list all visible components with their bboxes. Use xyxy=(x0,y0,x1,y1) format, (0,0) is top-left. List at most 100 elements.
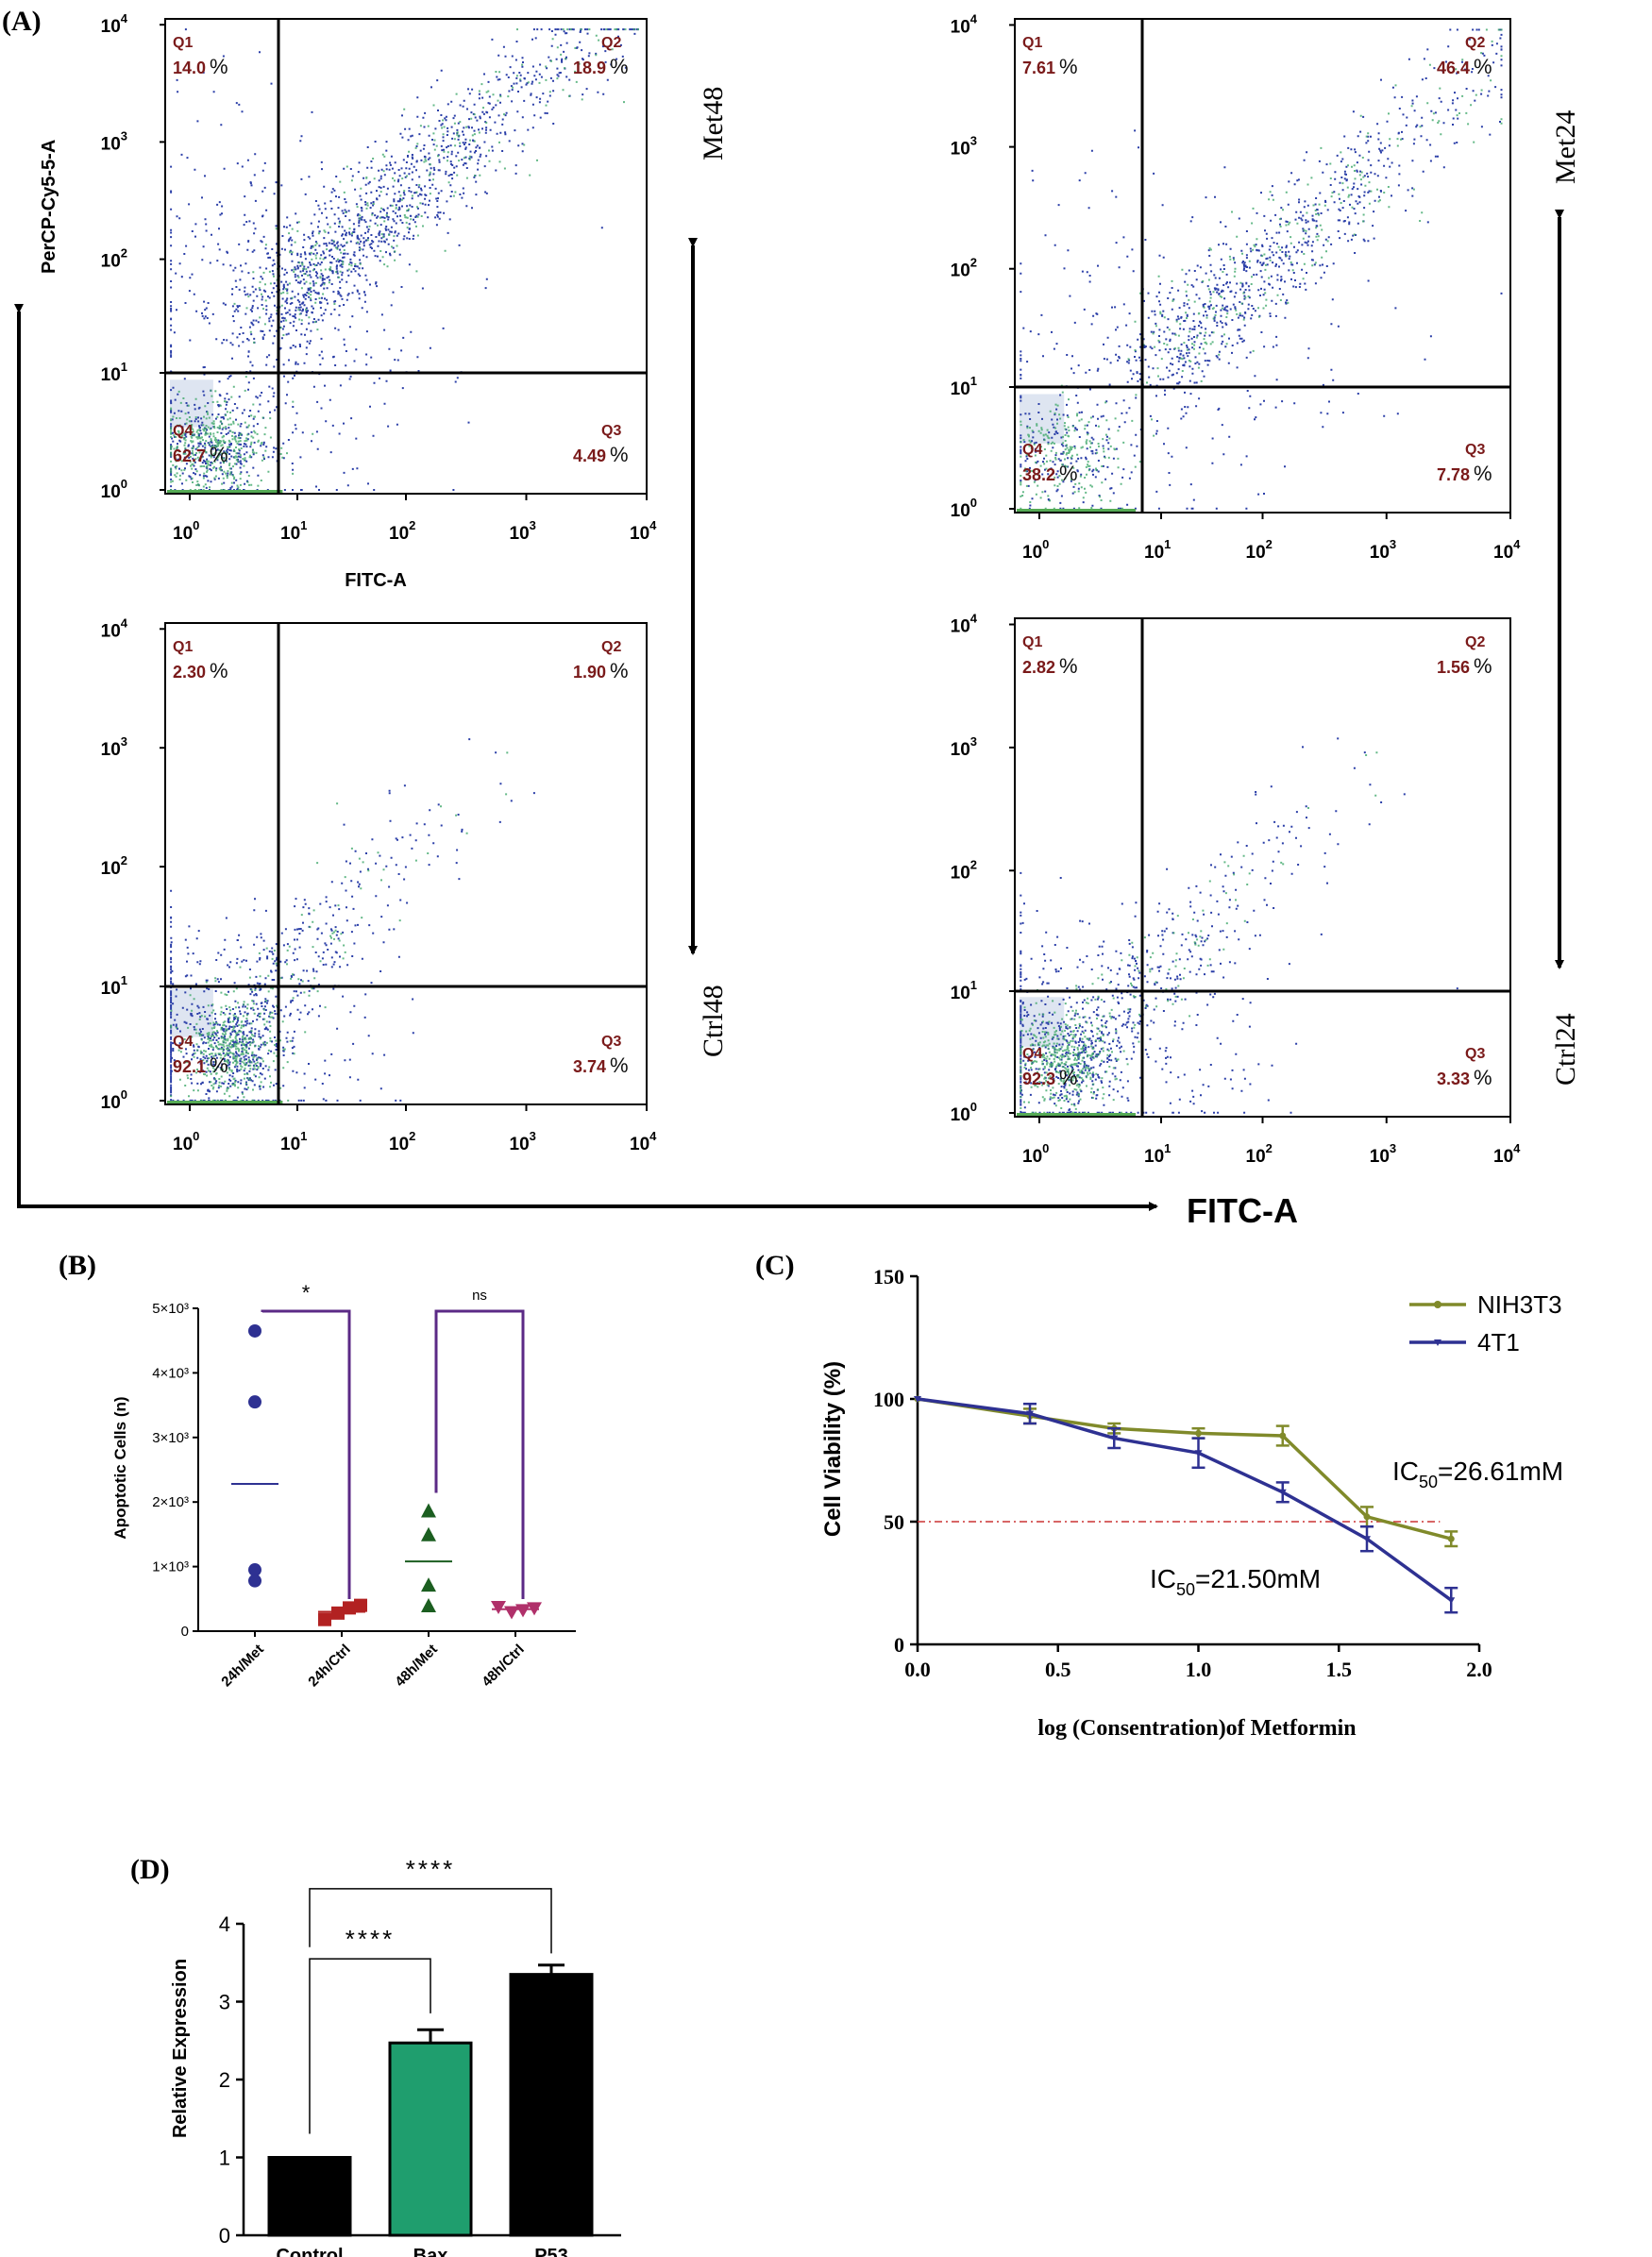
b-point xyxy=(421,1598,436,1613)
side-label-ctrl48: Ctrl48 xyxy=(698,985,729,1057)
baseline-strip xyxy=(167,1101,283,1103)
b-point xyxy=(248,1574,261,1588)
quadrant-name: Q1 xyxy=(173,639,193,655)
panel-c-label: (C) xyxy=(755,1250,795,1281)
tick-exponent: 0 xyxy=(970,496,977,510)
quadrant-percent: 3.74% xyxy=(573,1053,629,1077)
b-point xyxy=(248,1395,261,1409)
tick-exponent: 3 xyxy=(121,128,127,143)
percent-sign: % xyxy=(610,1053,629,1077)
c-x-tick-label: 1.5 xyxy=(1326,1658,1353,1681)
y-tick-label: 102 xyxy=(951,857,977,883)
quadrant-percent: 18.9% xyxy=(573,55,629,78)
q4-gate-shade xyxy=(170,379,213,428)
x-tick-label: 101 xyxy=(280,1129,307,1154)
d-bar xyxy=(509,1973,594,2237)
tick-exponent: 2 xyxy=(970,256,977,270)
quadrant-name: Q2 xyxy=(601,35,621,51)
quadrant-percent: 7.61% xyxy=(1022,55,1078,78)
d-significance: **** xyxy=(406,1855,455,1883)
x-tick-label: 101 xyxy=(1144,1141,1171,1167)
quadrant-percent: 7.78% xyxy=(1437,462,1492,485)
big-fitc-label: FITC-A xyxy=(1187,1191,1298,1230)
b-x-tick-label: 48h/Met xyxy=(392,1642,441,1691)
tick-exponent: 3 xyxy=(970,134,977,148)
percent-sign: % xyxy=(210,659,228,682)
quadrant-percent: 2.30% xyxy=(173,659,228,682)
tick-exponent: 2 xyxy=(121,246,127,261)
b-y-axis-label: Apoptotic Cells (n) xyxy=(111,1396,129,1539)
b-bracket xyxy=(434,1309,525,1600)
c-point xyxy=(1363,1513,1371,1521)
y-tick-label: 100 xyxy=(951,496,977,521)
b-point xyxy=(515,1604,531,1618)
quadrant-name: Q3 xyxy=(601,1034,621,1050)
d-y-tick-label: 0 xyxy=(219,2224,230,2248)
baseline-strip xyxy=(1017,509,1136,512)
tick-exponent: 1 xyxy=(121,360,127,374)
x-tick-label: 102 xyxy=(1246,537,1273,563)
quadrant-name: Q3 xyxy=(1465,1046,1485,1062)
b-point xyxy=(504,1606,519,1620)
quadrant-percent: 62.7% xyxy=(173,443,228,466)
quadrant-name: Q2 xyxy=(601,639,621,655)
quadrant-name: Q3 xyxy=(1465,442,1485,458)
y-tick-label: 102 xyxy=(951,256,977,281)
d-bracket xyxy=(309,1958,431,2134)
c-point xyxy=(1194,1450,1203,1457)
tick-exponent: 1 xyxy=(1164,1141,1171,1155)
tick-exponent: 3 xyxy=(530,1129,536,1143)
d-x-tick-label: Control xyxy=(276,2246,343,2257)
d-y-tick-label: 1 xyxy=(219,2147,230,2170)
b-significance: * xyxy=(302,1281,311,1305)
b-point xyxy=(421,1577,436,1592)
flow-y-axis-label: PerCP-Cy5-5-A xyxy=(39,140,59,274)
tick-exponent: 4 xyxy=(121,11,128,25)
tick-exponent: 1 xyxy=(121,973,127,987)
b-y-tick-label: 4×10³ xyxy=(152,1365,189,1381)
b-y-tick-label: 2×10³ xyxy=(152,1494,189,1510)
percent-sign: % xyxy=(1474,462,1492,485)
c-y-axis-label: Cell Viability (%) xyxy=(820,1361,846,1537)
b-bracket xyxy=(261,1309,351,1600)
y-tick-label: 102 xyxy=(101,246,127,272)
baseline-strip xyxy=(167,490,283,493)
x-tick-label: 102 xyxy=(389,1129,415,1154)
panel-b-label: (B) xyxy=(59,1250,96,1281)
quadrant-name: Q4 xyxy=(1022,1046,1042,1062)
side-label-ctrl24: Ctrl24 xyxy=(1550,1013,1581,1086)
tick-exponent: 1 xyxy=(970,374,977,388)
d-bar xyxy=(267,2156,352,2237)
c-point xyxy=(1278,1489,1287,1496)
b-point xyxy=(421,1503,436,1518)
panel-d-label: (D) xyxy=(130,1854,170,1885)
tick-exponent: 0 xyxy=(193,1129,199,1143)
x-tick-label: 104 xyxy=(1493,537,1521,563)
c-y-tick-label: 150 xyxy=(873,1265,904,1289)
c-legend-label: NIH3T3 xyxy=(1477,1290,1562,1319)
d-bar xyxy=(388,2041,473,2237)
y-tick-label: 103 xyxy=(951,134,977,160)
y-tick-label: 101 xyxy=(951,978,977,1003)
y-tick-label: 104 xyxy=(101,615,128,641)
x-tick-label: 101 xyxy=(1144,537,1171,563)
ic50-annotation-4t1: IC50=21.50mM xyxy=(1150,1564,1321,1599)
dense-events xyxy=(170,751,509,1102)
percent-sign: % xyxy=(1059,462,1078,485)
percent-sign: % xyxy=(1474,654,1492,678)
tick-exponent: 0 xyxy=(1042,1141,1049,1155)
c-x-tick-label: 1.0 xyxy=(1186,1658,1212,1681)
c-point xyxy=(1447,1535,1455,1542)
y-tick-label: 100 xyxy=(951,1100,977,1125)
quadrant-percent: 2.82% xyxy=(1022,654,1078,678)
quadrant-name: Q4 xyxy=(173,423,193,439)
x-tick-label: 103 xyxy=(510,518,536,544)
tick-exponent: 4 xyxy=(649,518,657,532)
c-y-tick-label: 100 xyxy=(873,1388,904,1411)
c-point xyxy=(1195,1429,1202,1437)
c-x-tick-label: 2.0 xyxy=(1466,1658,1492,1681)
b-point xyxy=(248,1563,261,1577)
tick-exponent: 2 xyxy=(1266,537,1273,551)
